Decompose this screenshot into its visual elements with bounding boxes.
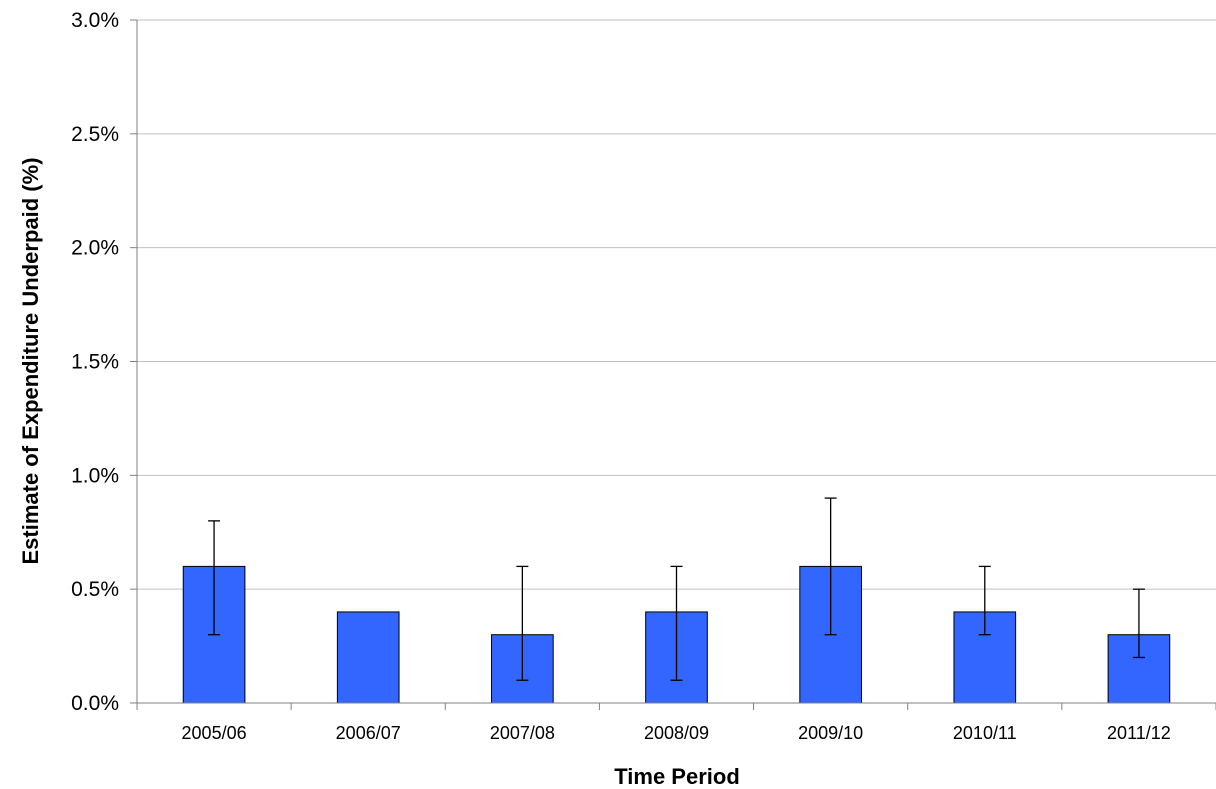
y-tick-label: 2.5% xyxy=(71,123,119,146)
x-tick-label: 2009/10 xyxy=(798,723,863,743)
y-axis-title: Estimate of Expenditure Underpaid (%) xyxy=(18,157,43,564)
x-axis-title: Time Period xyxy=(614,764,740,789)
y-tick-label: 2.0% xyxy=(71,237,119,260)
x-tick-label: 2006/07 xyxy=(336,723,401,743)
y-tick-label: 1.5% xyxy=(71,351,119,374)
x-tick-label: 2008/09 xyxy=(644,723,709,743)
x-tick-label: 2010/11 xyxy=(953,723,1017,743)
x-tick-label: 2007/08 xyxy=(490,723,555,743)
labels-layer: 0.0% 0.5% 1.0% 1.5% 2.0% 2.5% 3.0% 2005/06 2006/… xyxy=(71,9,1171,743)
y-tick-label: 0.5% xyxy=(71,578,119,601)
x-tick-label: 2005/06 xyxy=(182,723,247,743)
bar-2006-07 xyxy=(336,611,400,704)
bars-layer xyxy=(182,497,1171,704)
y-tick-label: 0.0% xyxy=(71,692,119,715)
y-tick-label: 1.0% xyxy=(71,464,119,487)
y-tick-label: 3.0% xyxy=(71,9,119,32)
x-tick-label: 2011/12 xyxy=(1107,723,1171,743)
axes-layer xyxy=(130,19,1216,710)
grid-layer xyxy=(137,19,1216,590)
